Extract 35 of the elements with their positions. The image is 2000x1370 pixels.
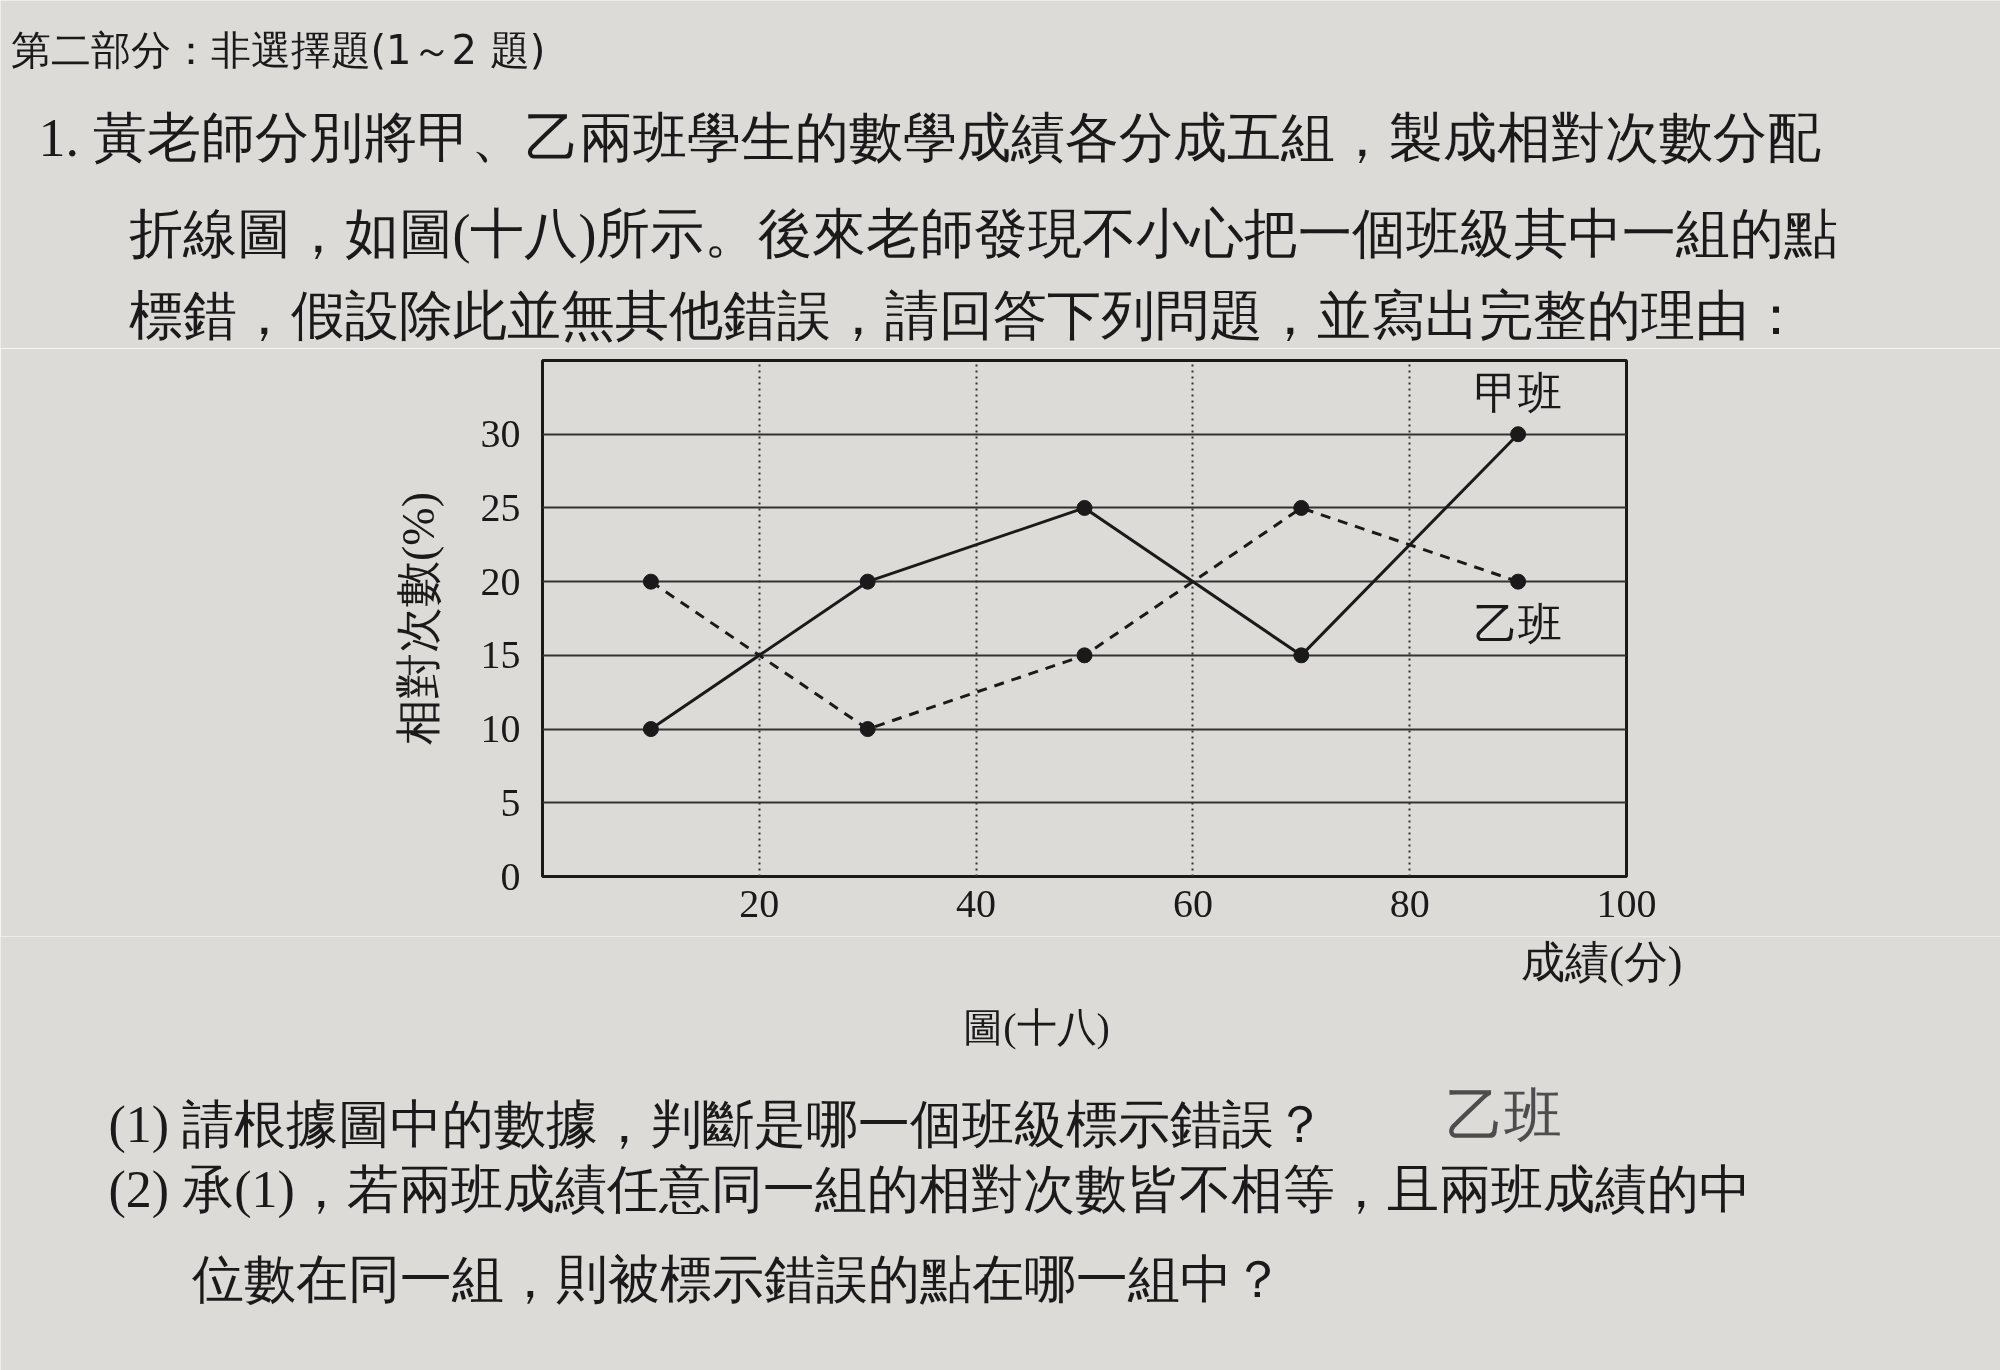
series-label: 乙班 — [1474, 599, 1563, 649]
series-label: 甲班 — [1474, 369, 1563, 419]
point — [1510, 573, 1527, 590]
point — [1076, 499, 1093, 516]
y-tick-label: 5 — [500, 779, 521, 825]
point — [642, 721, 659, 738]
x-tick-label: 80 — [1389, 880, 1430, 926]
point — [859, 721, 876, 738]
y-tick-label: 10 — [480, 706, 521, 752]
text: (1) 請根據圖中的數據，判斷是哪一個班級標示錯誤？ — [108, 1095, 1327, 1154]
x-tick-label: 60 — [1172, 880, 1213, 926]
point — [1076, 647, 1093, 664]
y-tick-label: 25 — [480, 484, 521, 530]
text: 折線圖，如圖(十八)所示。後來老師發現不小心把一個班級其中一組的點 — [128, 203, 1839, 264]
point — [1293, 499, 1310, 516]
point — [1510, 426, 1527, 443]
text: 1. 黃老師分別將甲、乙兩班學生的數學成績各分成五組，製成相對次數分配 — [38, 107, 1821, 168]
text: (2) 承(1)，若兩班成績任意同一組的相對次數皆不相等，且兩班成績的中 — [108, 1160, 1751, 1219]
point — [1293, 647, 1310, 664]
y-tick-label: 0 — [500, 853, 521, 899]
x-tick-label: 100 — [1596, 880, 1657, 926]
chart-title: 第二部分：非選擇題(1～2 題) — [10, 26, 546, 73]
x-tick-label: 20 — [739, 880, 780, 926]
text: 標錯，假設除此並無其他錯誤，請回答下列問題，並寫出完整的理由： — [128, 285, 1803, 346]
y-tick-label: 15 — [480, 632, 521, 678]
point — [859, 573, 876, 590]
y-tick-label: 30 — [480, 411, 521, 457]
text: 位數在同一組，則被標示錯誤的點在哪一組中？ — [191, 1250, 1284, 1308]
y-axis-title: 相對次數(%) — [392, 492, 444, 745]
text: 乙班 — [1445, 1080, 1562, 1149]
text: 圖(十八) — [963, 1004, 1110, 1050]
point — [642, 573, 659, 590]
x-axis-title: 成績(分) — [1521, 938, 1683, 987]
y-tick-label: 20 — [480, 558, 521, 604]
x-tick-label: 40 — [956, 880, 997, 926]
